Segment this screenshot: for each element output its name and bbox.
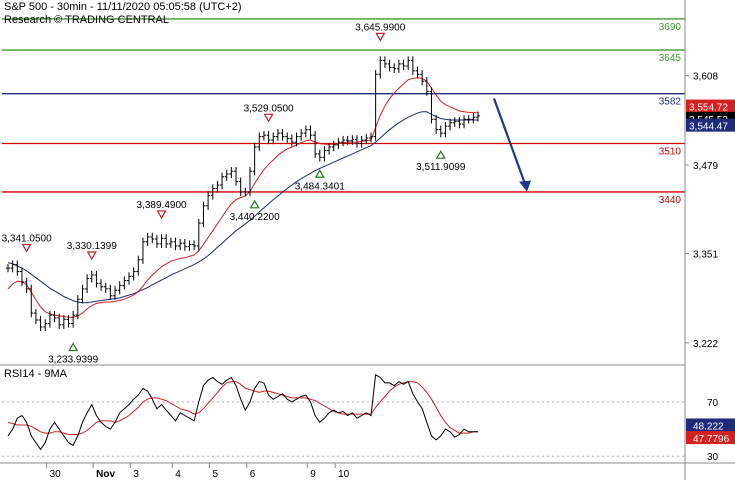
trough-label-2: 3,233.9399 xyxy=(48,355,98,366)
last-value-blue: 3,544.47 xyxy=(689,122,728,133)
trough-marker-icon xyxy=(249,199,260,209)
peak-marker-icon xyxy=(375,32,386,42)
last-value-box-red xyxy=(686,99,735,113)
peak-label-3: 3,389.4900 xyxy=(137,200,187,211)
y-tick-label-3351: 3,351 xyxy=(693,250,718,261)
rsi-title: RSI14 - 9MA xyxy=(4,368,67,380)
peak-marker-icon xyxy=(86,251,97,261)
peak-marker-icon xyxy=(21,243,32,253)
rsi-ma-line xyxy=(7,381,478,435)
level-label-3440: 3440 xyxy=(659,195,682,206)
chart-source: Research © TRADING CENTRAL xyxy=(4,14,169,26)
x-tick-label-4: 4 xyxy=(175,469,181,480)
level-label-3645: 3645 xyxy=(659,53,682,64)
forecast-arrow-head-icon xyxy=(519,180,531,192)
rsi-pane xyxy=(2,373,685,457)
price-pane: 3690 3645 3582 3510 3440 3,341.0500 3,330.1399… xyxy=(2,18,685,366)
trough-label-8: 3,511.9099 xyxy=(416,162,466,173)
level-label-3510: 3510 xyxy=(659,147,682,158)
x-tick-label-5: 5 xyxy=(212,469,218,480)
trough-label-5: 3,440.2200 xyxy=(230,212,280,223)
x-tick-label-6: 6 xyxy=(250,469,256,480)
x-tick-label-9: 9 xyxy=(310,469,316,480)
x-tick-label-30: 30 xyxy=(50,469,62,480)
x-tick-label-10: 10 xyxy=(338,469,350,480)
rsi-value-rsi_ma: 47.7796 xyxy=(693,434,730,445)
trough-marker-icon xyxy=(314,169,325,178)
chart-title: S&P 500 - 30min - 11/11/2020 05:05:58 (U… xyxy=(4,1,242,13)
rsi-value-box-rsi_ma xyxy=(686,431,735,445)
peak-label-1: 3,330.1399 xyxy=(67,241,117,252)
rsi-tick-label-30: 30 xyxy=(707,452,719,463)
x-tick-label-Nov: Nov xyxy=(96,469,115,480)
moving-average-red-line xyxy=(7,77,478,318)
moving-average-blue-line xyxy=(7,111,478,304)
peak-marker-icon xyxy=(156,210,167,220)
peak-marker-icon xyxy=(263,113,274,123)
y-tick-label-3479: 3,479 xyxy=(693,161,718,172)
last-value-box-blue xyxy=(686,118,735,132)
y-tick-label-3222: 3,222 xyxy=(693,339,718,350)
x-tick-label-3: 3 xyxy=(133,469,139,480)
rsi-line xyxy=(7,373,478,451)
peak-label-4: 3,529.0500 xyxy=(244,103,294,114)
trough-marker-icon xyxy=(435,149,446,159)
level-label-3582: 3582 xyxy=(659,97,682,108)
last-value-red: 3,554.72 xyxy=(689,103,728,114)
trough-label-6: 3,484.3401 xyxy=(295,181,345,192)
rsi-value-rsi: 48.222 xyxy=(693,421,724,432)
rsi-tick-label-70: 70 xyxy=(707,398,719,409)
peak-label-0: 3,341.0500 xyxy=(2,233,52,244)
level-label-3690: 3690 xyxy=(659,22,682,33)
y-tick-label-3608: 3,608 xyxy=(693,72,718,83)
forecast-arrow-line xyxy=(492,98,528,187)
peak-label-7: 3,645.9900 xyxy=(355,22,405,33)
rsi-value-box-rsi xyxy=(686,418,735,432)
trough-marker-icon xyxy=(68,342,79,352)
